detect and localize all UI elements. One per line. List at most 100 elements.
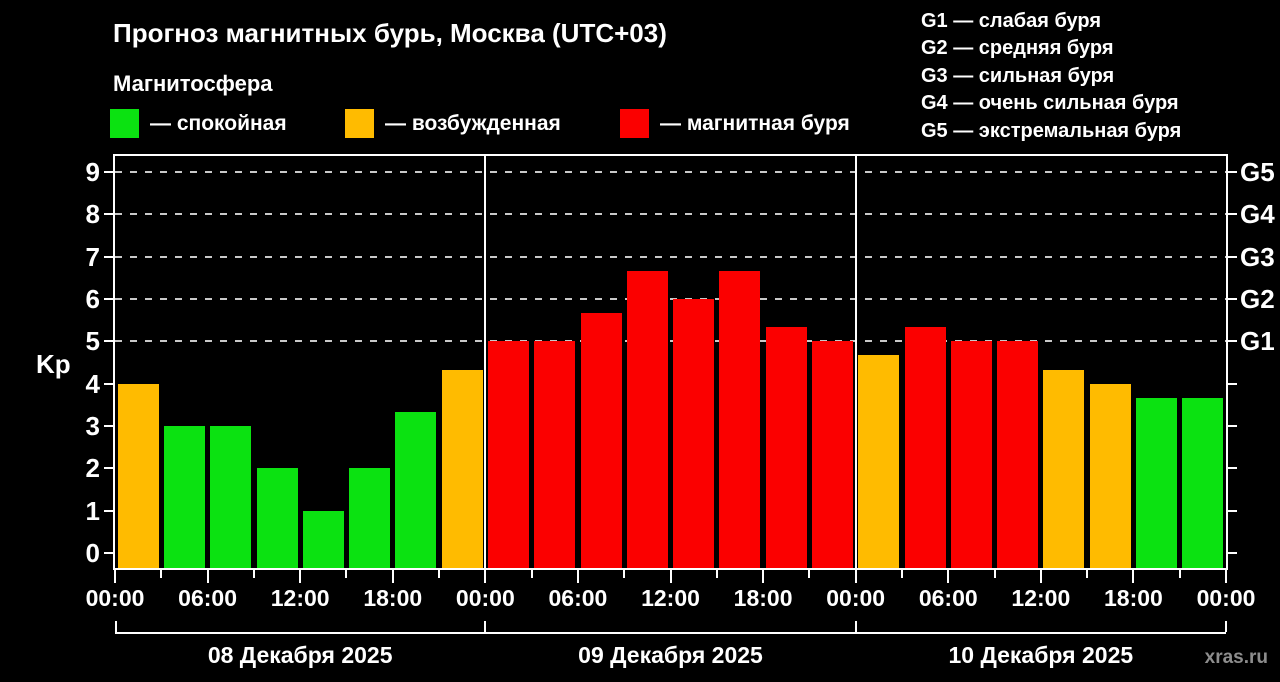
legend-label-quiet: — спокойная bbox=[150, 111, 287, 135]
x-tick-label: 12:00 bbox=[1011, 585, 1071, 611]
y-tick-label: 1 bbox=[85, 495, 100, 526]
x-major-tick bbox=[114, 570, 116, 583]
y-tick-label: 3 bbox=[85, 411, 100, 441]
x-minor-tick bbox=[252, 570, 255, 578]
excited-color-swatch bbox=[345, 109, 374, 138]
kp-bar bbox=[302, 510, 344, 568]
g-axis-tick bbox=[1228, 171, 1237, 173]
gridline-kp-9 bbox=[115, 171, 1226, 173]
watermark: xras.ru bbox=[1204, 647, 1268, 668]
kp-bar bbox=[904, 327, 946, 568]
x-tick-label: 06:00 bbox=[178, 585, 237, 611]
kp-bar bbox=[997, 341, 1039, 568]
g-axis-tick bbox=[1228, 255, 1237, 258]
kp-bar bbox=[117, 383, 159, 568]
gridline-kp-5 bbox=[115, 340, 1226, 343]
x-tick-label: 06:00 bbox=[918, 585, 978, 611]
kp-bar bbox=[256, 468, 298, 568]
gridline-kp-7 bbox=[115, 255, 1226, 258]
legend-item-excited: — возбужденная bbox=[345, 109, 561, 138]
y-tick-label: 4 bbox=[85, 368, 100, 399]
g-axis-tick bbox=[1228, 509, 1237, 512]
legend-item-quiet: — спокойная bbox=[110, 109, 287, 138]
kp-bar bbox=[163, 426, 205, 568]
x-major-tick bbox=[762, 570, 765, 583]
y-axis-label: Kp bbox=[36, 349, 71, 379]
y-axis-tick bbox=[104, 255, 113, 258]
chart-title: Прогноз магнитных бурь, Москва (UTC+03) bbox=[113, 18, 667, 48]
x-tick-label: 12:00 bbox=[270, 585, 330, 611]
y-axis-tick bbox=[104, 171, 113, 173]
magnetosphere-legend: — спокойная — возбужденная — магнитная б… bbox=[110, 109, 910, 141]
g-tick-label: G4 bbox=[1240, 199, 1275, 230]
storm-color-swatch bbox=[620, 109, 649, 138]
x-tick-label: 18:00 bbox=[1103, 585, 1163, 611]
g-tick-label: G1 bbox=[1240, 326, 1275, 357]
kp-bar bbox=[210, 426, 252, 568]
g2-description: G2 — средняя буря bbox=[921, 37, 1114, 60]
y-tick-label: 9 bbox=[85, 157, 100, 187]
legend-label-storm: — магнитная буря bbox=[660, 111, 850, 135]
x-major-tick bbox=[854, 570, 857, 583]
x-major-tick bbox=[1132, 570, 1135, 583]
x-minor-tick bbox=[808, 570, 811, 578]
day-separator bbox=[854, 156, 857, 568]
gridline-kp-8 bbox=[115, 213, 1226, 216]
kp-bar bbox=[487, 341, 529, 568]
legend-label-excited: — возбужденная bbox=[385, 111, 561, 135]
kp-bar bbox=[395, 412, 437, 568]
x-minor-tick bbox=[1086, 570, 1089, 578]
kp-bar bbox=[812, 341, 854, 568]
x-minor-tick bbox=[993, 570, 996, 578]
g-axis-tick bbox=[1228, 340, 1237, 343]
kp-bar bbox=[950, 341, 992, 568]
y-axis-tick-labels: 0 1 2 3 4 5 6 7 8 9 bbox=[40, 156, 100, 568]
x-minor-tick bbox=[438, 570, 441, 578]
y-tick-label: 5 bbox=[85, 326, 100, 357]
x-tick-label: 18:00 bbox=[363, 585, 423, 611]
g-axis-tick bbox=[1228, 467, 1237, 470]
y-tick-label: 6 bbox=[85, 284, 100, 314]
kp-bar bbox=[626, 270, 668, 568]
x-major-tick bbox=[299, 570, 302, 583]
kp-bar bbox=[673, 299, 715, 568]
x-tick-label: 00:00 bbox=[85, 585, 145, 611]
y-axis-tick bbox=[104, 213, 113, 216]
g5-description: G5 — экстремальная буря bbox=[921, 119, 1182, 142]
x-major-tick bbox=[576, 570, 579, 583]
day-separator bbox=[484, 156, 487, 568]
g1-description: G1 — слабая буря bbox=[921, 10, 1102, 32]
date-bracket-tick bbox=[115, 621, 117, 632]
x-major-tick bbox=[391, 570, 394, 583]
kp-bar bbox=[1043, 369, 1085, 568]
g-axis-tick bbox=[1228, 213, 1237, 216]
kp-bar bbox=[534, 341, 576, 568]
x-minor-tick bbox=[530, 570, 533, 578]
x-major-tick bbox=[669, 570, 672, 583]
x-axis: 00:00 06:00 12:00 18:00 00:00 06:00 12:00 18:00… bbox=[86, 570, 1255, 618]
y-axis-tick bbox=[104, 425, 113, 427]
g-scale-legend: G1 — слабая буря G2 — средняя буря G3 — … bbox=[921, 8, 1181, 145]
date-label: 10 Декабря 2025 bbox=[948, 642, 1134, 668]
kp-bar bbox=[580, 312, 622, 568]
g4-description: G4 — очень сильная буря bbox=[921, 92, 1179, 115]
x-major-tick bbox=[206, 570, 209, 583]
x-tick-label: 00:00 bbox=[455, 585, 515, 611]
kp-bar bbox=[1182, 397, 1224, 568]
y-tick-label: 7 bbox=[85, 241, 100, 272]
date-bracket-line bbox=[115, 632, 1226, 634]
y-tick-label: 0 bbox=[85, 538, 100, 568]
x-tick-label: 06:00 bbox=[548, 585, 608, 611]
date-label: 09 Декабря 2025 bbox=[578, 642, 763, 668]
g-axis-tick bbox=[1228, 382, 1237, 385]
y-axis-tick bbox=[104, 298, 113, 300]
y-axis-tick bbox=[104, 340, 113, 343]
g-tick-label: G2 bbox=[1240, 284, 1275, 314]
kp-bar bbox=[765, 327, 807, 568]
g3-description: G3 — сильная буря bbox=[921, 64, 1115, 87]
kp-bar bbox=[858, 355, 900, 568]
date-label: 08 Декабря 2025 bbox=[207, 642, 393, 668]
x-major-tick bbox=[947, 570, 950, 583]
date-bracket-tick bbox=[854, 621, 857, 632]
